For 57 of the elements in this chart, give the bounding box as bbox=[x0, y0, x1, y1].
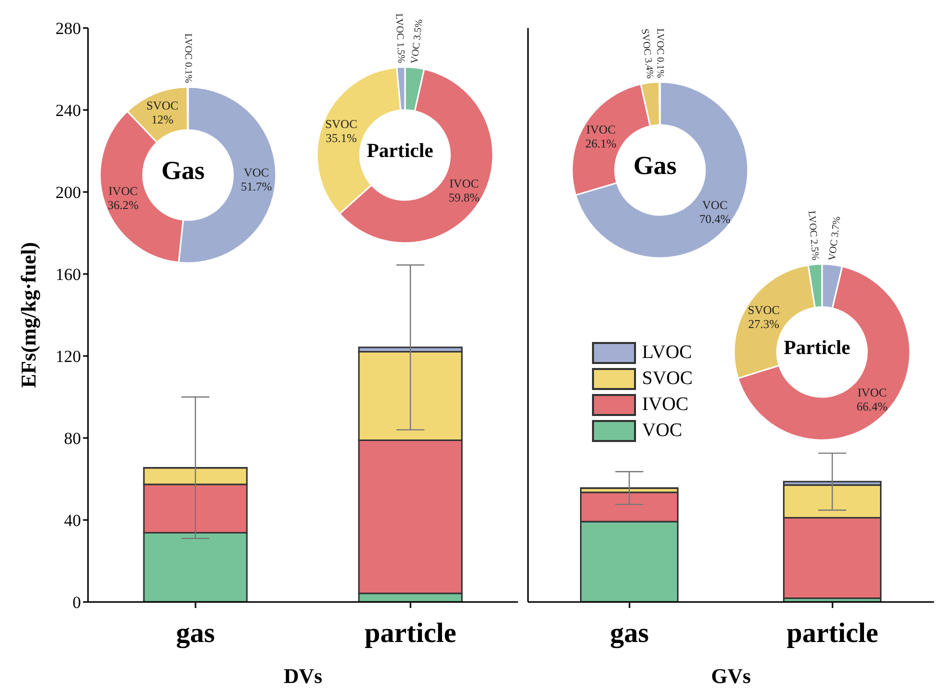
slice-label: VOC bbox=[409, 42, 423, 64]
slice-label: IVOC bbox=[449, 176, 479, 191]
data-label: 2.5% bbox=[808, 239, 820, 261]
y-tick-label: 40 bbox=[64, 511, 81, 530]
slice-label: LVOC bbox=[393, 13, 406, 40]
data-label: 66.4% bbox=[856, 400, 888, 414]
slice-label: IVOC bbox=[586, 122, 616, 136]
slice-label: IVOC bbox=[108, 184, 138, 198]
slice-label: VOC bbox=[702, 198, 728, 212]
x-tick-label: particle bbox=[786, 618, 878, 649]
data-label: 70.4% bbox=[699, 212, 730, 226]
slice-label: IVOC bbox=[857, 386, 887, 400]
legend-label: SVOC bbox=[642, 368, 693, 390]
x-tick-label: gas bbox=[610, 618, 650, 649]
slice-label: LVOC bbox=[182, 33, 194, 60]
data-label: 36.2% bbox=[108, 198, 139, 212]
y-axis-title: EFs(mg/kg·fuel) bbox=[16, 242, 40, 388]
slice-label: VOC bbox=[244, 166, 270, 180]
slice-label: SVOC bbox=[748, 302, 780, 317]
text: Particle bbox=[366, 140, 434, 162]
data-label: 0.1% bbox=[654, 57, 666, 78]
text: Gas bbox=[633, 151, 677, 180]
data-label: 3.4% bbox=[642, 57, 656, 80]
x-axis-title: DVs bbox=[284, 664, 322, 688]
slice-label: LVOC bbox=[654, 28, 666, 55]
slice-label: SVOC bbox=[325, 117, 358, 132]
data-label: 59.8% bbox=[448, 190, 480, 205]
data-label: 3.7% bbox=[830, 216, 844, 238]
data-label: 35.1% bbox=[326, 131, 357, 146]
slice-label: VOC bbox=[827, 238, 840, 262]
y-tick-label: 200 bbox=[56, 183, 81, 202]
y-tick-label: 280 bbox=[56, 19, 81, 38]
x-tick-label: gas bbox=[176, 618, 216, 649]
donut-slice bbox=[737, 266, 911, 441]
slice-label: LVOC bbox=[806, 210, 819, 238]
data-label: 1.5% bbox=[394, 42, 406, 64]
data-label: 12% bbox=[151, 112, 174, 126]
data-label: 26.1% bbox=[585, 136, 616, 150]
x-tick-label: particle bbox=[364, 618, 456, 649]
y-tick-label: 80 bbox=[64, 429, 81, 448]
y-tick-label: 160 bbox=[56, 265, 81, 284]
y-tick-label: 0 bbox=[72, 593, 81, 612]
data-label: 3.5% bbox=[412, 18, 426, 41]
x-axis-title: GVs bbox=[711, 664, 751, 688]
legend-label: IVOC bbox=[642, 394, 688, 416]
data-label: 27.3% bbox=[748, 316, 780, 331]
donut-slice bbox=[574, 81, 749, 259]
data-label: 51.7% bbox=[240, 180, 272, 194]
text: Particle bbox=[784, 337, 850, 360]
legend-label: VOC bbox=[642, 420, 682, 442]
legend-label: LVOC bbox=[642, 342, 692, 364]
slice-label: SVOC bbox=[638, 28, 653, 56]
text: Gas bbox=[161, 156, 205, 186]
y-tick-label: 240 bbox=[56, 101, 81, 120]
y-tick-label: 120 bbox=[56, 347, 81, 366]
slice-label: SVOC bbox=[146, 98, 178, 112]
data-label: 0.1% bbox=[182, 62, 194, 84]
